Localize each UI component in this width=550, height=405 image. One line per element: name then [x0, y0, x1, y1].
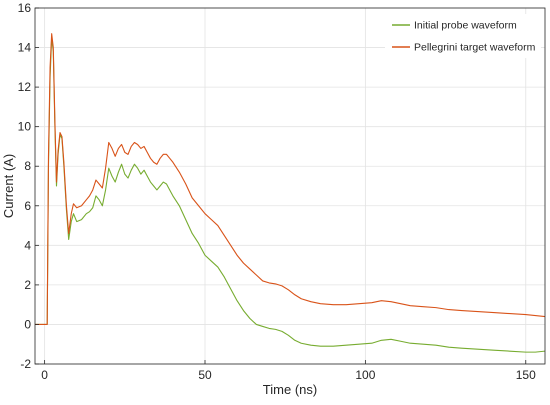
series-line-initial-probe-waveform	[35, 37, 546, 353]
legend: Initial probe waveform Pellegrini target…	[385, 14, 541, 58]
legend-box	[385, 14, 541, 58]
series-group	[35, 33, 546, 353]
x-axis-ticks: 0 50 100 150	[41, 360, 536, 382]
y-tick-label: 14	[18, 41, 32, 55]
y-tick-label: 16	[18, 1, 32, 15]
x-tick-label: 50	[198, 368, 212, 382]
y-tick-label: -2	[20, 357, 31, 371]
legend-label-pellegrini-target: Pellegrini target waveform	[414, 42, 536, 54]
y-axis-label: Current (A)	[1, 154, 16, 218]
x-tick-label: 100	[355, 368, 375, 382]
y-axis-ticks: -2 0 2 4 6 8 10 12 14 16	[18, 1, 39, 371]
y-tick-label: 0	[24, 317, 31, 331]
plot-frame	[34, 7, 546, 365]
x-tick-label: 0	[41, 368, 48, 382]
plot-area	[35, 8, 545, 364]
series-line-pellegrini-target-waveform	[35, 33, 546, 325]
x-tick-label: 150	[516, 368, 536, 382]
y-tick-label: 10	[18, 120, 32, 134]
y-tick-label: 4	[24, 238, 31, 252]
y-tick-label: 6	[24, 199, 31, 213]
x-axis-label: Time (ns)	[263, 382, 317, 397]
y-tick-label: 8	[24, 159, 31, 173]
y-tick-label: 12	[18, 80, 32, 94]
y-tick-label: 2	[24, 278, 31, 292]
legend-label-initial-probe: Initial probe waveform	[414, 20, 517, 32]
